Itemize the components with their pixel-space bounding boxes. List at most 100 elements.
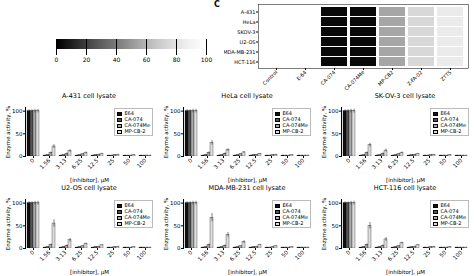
svg-text:50: 50 [122,157,132,167]
svg-text:20: 20 [83,56,91,63]
svg-text:1.56: 1.56 [39,157,52,170]
svg-text:3.13: 3.13 [213,157,226,170]
svg-text:0: 0 [335,153,339,159]
svg-text:A-431: A-431 [241,9,256,15]
svg-text:100: 100 [170,200,181,206]
svg-text:50: 50 [16,131,23,137]
svg-text:Control: Control [261,69,278,86]
svg-text:HeLa: HeLa [243,19,256,25]
svg-text:100: 100 [294,249,306,261]
svg-text:1.56: 1.56 [197,157,210,170]
svg-text:E-64: E-64 [295,69,307,81]
svg-text:100: 100 [136,157,148,169]
svg-text:100: 100 [328,108,339,114]
svg-text:0: 0 [19,153,23,159]
svg-text:1.56: 1.56 [355,157,368,170]
svg-text:[inhibitor], μM: [inhibitor], μM [228,177,267,184]
svg-text:50: 50 [174,131,181,137]
svg-text:12.5: 12.5 [403,249,416,262]
svg-text:1.56: 1.56 [197,249,210,262]
svg-text:1.56: 1.56 [39,249,52,262]
svg-text:50: 50 [332,131,339,137]
svg-text:0: 0 [345,249,352,256]
svg-text:50: 50 [174,223,181,229]
html-text:A-431 cell lysate: A-431 cell lysate [62,92,116,100]
svg-text:100: 100 [328,200,339,206]
svg-text:6.25: 6.25 [71,249,84,262]
svg-text:U2-OS: U2-OS [240,39,256,45]
svg-text:25: 25 [264,157,274,167]
svg-text:25: 25 [422,157,432,167]
svg-text:0: 0 [177,245,181,251]
svg-text:25: 25 [106,249,116,259]
svg-text:Enzyme activity, %: Enzyme activity, % [321,198,328,251]
svg-text:80: 80 [173,56,181,63]
svg-text:25: 25 [106,157,116,167]
svg-text:12.5: 12.5 [403,157,416,170]
svg-text:0: 0 [345,157,352,164]
svg-text:60: 60 [143,56,151,63]
svg-text:[inhibitor], μM: [inhibitor], μM [386,177,425,184]
svg-text:0: 0 [187,157,194,164]
svg-text:3.13: 3.13 [213,249,226,262]
svg-text:50: 50 [122,249,132,259]
html-text:SK-OV-3 cell lysate: SK-OV-3 cell lysate [374,92,436,100]
svg-text:3.13: 3.13 [55,249,68,262]
svg-text:[inhibitor], μM: [inhibitor], μM [228,269,267,276]
svg-text:100: 100 [452,157,464,169]
svg-text:Enzyme activity, %: Enzyme activity, % [5,198,12,251]
svg-text:6.25: 6.25 [71,157,84,170]
svg-text:0: 0 [29,249,36,256]
svg-text:100: 100 [201,56,213,63]
svg-text:12.5: 12.5 [87,157,100,170]
svg-text:25: 25 [422,249,432,259]
svg-text:1.56: 1.56 [355,249,368,262]
svg-text:0: 0 [187,249,194,256]
svg-text:12.5: 12.5 [87,249,100,262]
svg-text:CA-074: CA-074 [319,69,336,86]
svg-text:Enzyme activity, %: Enzyme activity, % [163,106,170,159]
svg-text:0: 0 [335,245,339,251]
svg-text:50: 50 [332,223,339,229]
svg-text:CA-074Me: CA-074Me [343,69,365,91]
svg-text:100: 100 [136,249,148,261]
svg-text:[inhibitor], μM: [inhibitor], μM [386,269,425,276]
svg-text:[inhibitor], μM: [inhibitor], μM [70,269,109,276]
svg-text:0: 0 [55,56,59,63]
svg-text:3.13: 3.13 [55,157,68,170]
svg-text:25: 25 [264,249,274,259]
svg-text:40: 40 [113,56,121,63]
svg-text:100: 100 [12,200,23,206]
svg-text:ZTTS: ZTTS [439,69,452,82]
svg-text:50: 50 [280,249,290,259]
svg-text:100: 100 [294,157,306,169]
svg-text:Enzyme activity, %: Enzyme activity, % [163,198,170,251]
svg-text:0: 0 [29,157,36,164]
svg-text:6.25: 6.25 [229,249,242,262]
svg-text:HCT-116: HCT-116 [234,59,255,65]
svg-text:6.25: 6.25 [387,157,400,170]
svg-text:12.5: 12.5 [245,249,258,262]
svg-text:Z-FA-02: Z-FA-02 [406,69,424,87]
svg-text:50: 50 [280,157,290,167]
svg-text:50: 50 [16,223,23,229]
svg-text:12.5: 12.5 [245,157,258,170]
svg-text:Enzyme activity, %: Enzyme activity, % [321,106,328,159]
svg-text:3.13: 3.13 [371,157,384,170]
html-text:HeLa cell lysate: HeLa cell lysate [221,92,273,100]
svg-text:3.13: 3.13 [371,249,384,262]
svg-text:Enzyme activity, %: Enzyme activity, % [5,106,12,159]
svg-text:0: 0 [177,153,181,159]
svg-text:MDA-MB-231: MDA-MB-231 [224,49,256,55]
svg-text:50: 50 [438,249,448,259]
svg-text:6.25: 6.25 [229,157,242,170]
svg-text:100: 100 [452,249,464,261]
svg-text:0: 0 [19,245,23,251]
svg-text:100: 100 [12,108,23,114]
svg-text:100: 100 [170,108,181,114]
svg-text:SKOV-3: SKOV-3 [237,29,255,35]
svg-text:MP-CB2: MP-CB2 [377,69,395,87]
svg-text:50: 50 [438,157,448,167]
svg-text:6.25: 6.25 [387,249,400,262]
svg-text:[inhibitor], μM: [inhibitor], μM [70,177,109,184]
